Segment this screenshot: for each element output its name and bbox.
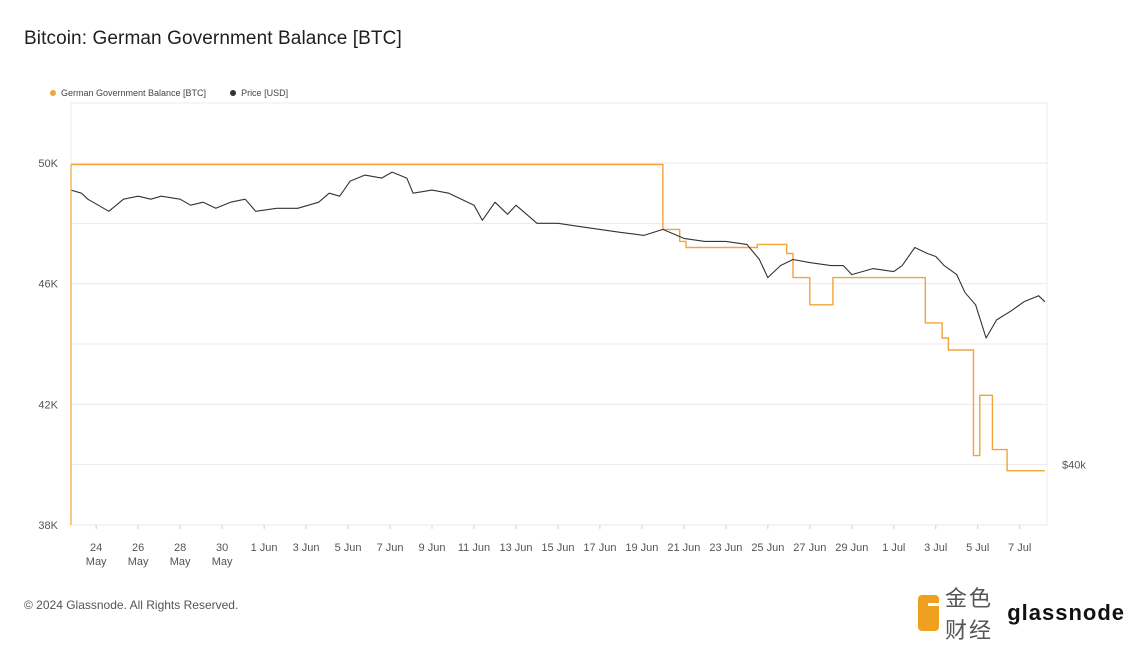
watermark: 金色财经 glassnode xyxy=(918,581,1125,645)
x-tick-label: 17 Jun xyxy=(583,542,616,554)
series-line-balance xyxy=(71,163,1045,472)
x-tick-label: 28 xyxy=(174,542,186,554)
plot-area xyxy=(70,102,1048,526)
legend-label-balance: German Government Balance [BTC] xyxy=(61,88,207,98)
chart-title: Bitcoin: German Government Balance [BTC] xyxy=(24,28,402,49)
brand-wordmark: glassnode xyxy=(1007,600,1125,625)
x-tick-label: 7 Jul xyxy=(1008,542,1031,554)
x-tick-label: 9 Jun xyxy=(419,542,446,554)
x-tick-label: 19 Jun xyxy=(625,542,658,554)
x-tick-label: 7 Jun xyxy=(377,542,404,554)
x-tick-label: 25 Jun xyxy=(751,542,784,554)
x-tick-label: 30 xyxy=(216,542,228,554)
x-tick-label: 26 xyxy=(132,542,144,554)
x-tick-label: 5 Jun xyxy=(335,542,362,554)
x-tick-label: 15 Jun xyxy=(541,542,574,554)
x-tick-label: 23 Jun xyxy=(709,542,742,554)
y-tick-label-left: 38K xyxy=(38,520,58,532)
legend-swatch-balance xyxy=(50,90,56,96)
x-tick-label: 29 Jun xyxy=(835,542,868,554)
watermark-text: 金色财经 xyxy=(945,586,994,643)
x-tick-label: 11 Jun xyxy=(458,542,490,554)
x-tick-label-month: May xyxy=(170,556,191,568)
x-tick-label-month: May xyxy=(86,556,107,568)
x-tick-label: 21 Jun xyxy=(667,542,700,554)
legend-item-balance[interactable]: German Government Balance [BTC] xyxy=(50,88,206,98)
x-tick-label-month: May xyxy=(128,556,149,568)
chart-legend: German Government Balance [BTC] Price [U… xyxy=(50,88,288,98)
series-line-price xyxy=(70,171,1046,339)
x-tick-label: 27 Jun xyxy=(793,542,826,554)
legend-swatch-price xyxy=(230,90,237,96)
y-tick-label-left: 42K xyxy=(38,399,58,411)
copyright-notice: © 2024 Glassnode. All Rights Reserved. xyxy=(24,598,239,612)
y-tick-label-left: 50K xyxy=(38,158,58,170)
legend-label-price: Price [USD] xyxy=(241,88,289,98)
legend-item-price[interactable]: Price [USD] xyxy=(230,88,288,98)
x-tick-label: 13 Jun xyxy=(499,542,532,554)
x-tick-label: 3 Jul xyxy=(924,542,947,554)
watermark-logo-icon xyxy=(918,595,946,631)
y-tick-label-right: $40k xyxy=(1062,460,1086,472)
x-tick-label: 1 Jun xyxy=(251,542,278,554)
x-tick-label-month: May xyxy=(212,556,233,568)
x-tick-label: 5 Jul xyxy=(966,542,989,554)
x-tick-label: 3 Jun xyxy=(293,542,320,554)
x-tick-label: 24 xyxy=(90,542,102,554)
y-tick-label-left: 46K xyxy=(38,279,58,291)
x-tick-label: 1 Jul xyxy=(882,542,905,554)
